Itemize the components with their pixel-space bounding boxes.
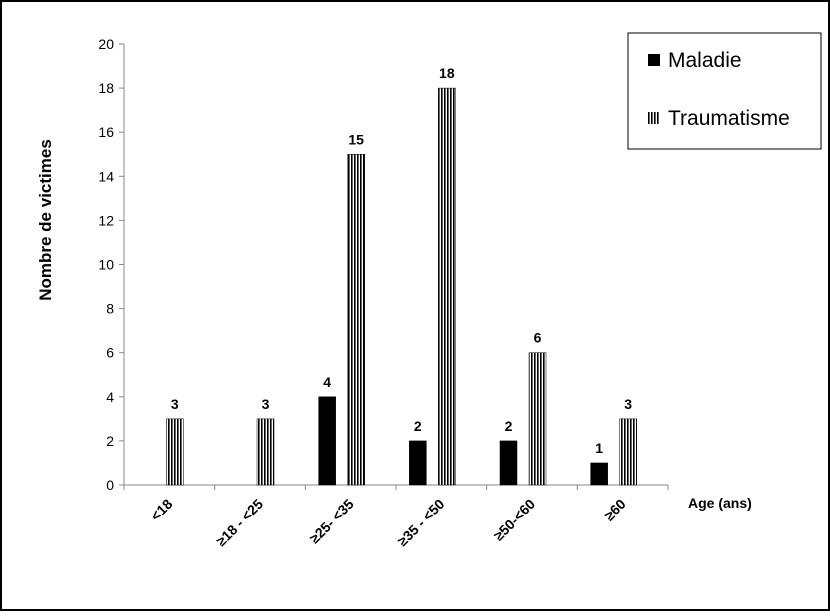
y-tick-label: 16 [98,124,114,140]
y-tick-label: 4 [106,389,114,405]
y-tick-label: 0 [106,477,114,493]
x-axis-label: Age (ans) [688,495,752,511]
data-label-traumatisme: 3 [171,396,179,412]
bar-maladie [500,441,517,485]
data-label-traumatisme: 3 [624,396,632,412]
legend: Maladie Traumatisme [628,33,821,149]
data-label-traumatisme: 15 [348,131,364,147]
bar-traumatisme [166,419,183,485]
data-label-traumatisme: 3 [262,396,270,412]
legend-swatch-maladie [648,54,660,66]
y-tick-label: 2 [106,433,114,449]
data-label-maladie: 4 [323,374,331,390]
bar-traumatisme [529,353,546,485]
legend-label-maladie: Maladie [668,49,742,72]
bar-maladie [319,397,336,485]
y-axis-label: Nombre de victimes [36,139,55,301]
bar-traumatisme [438,88,455,485]
y-tick-label: 14 [98,168,114,184]
y-tick-label: 18 [98,80,114,96]
y-tick-label: 10 [98,257,114,273]
data-label-maladie: 1 [595,440,603,456]
data-label-maladie: 2 [505,418,513,434]
bar-maladie [591,463,608,485]
bar-traumatisme [620,419,637,485]
bar-traumatisme [257,419,274,485]
data-label-traumatisme: 18 [439,65,455,81]
y-tick-label: 6 [106,345,114,361]
y-tick-label: 8 [106,301,114,317]
data-label-traumatisme: 6 [534,330,542,346]
legend-label-traumatisme: Traumatisme [668,107,790,130]
bar-maladie [409,441,426,485]
legend-swatch-traumatisme [648,112,660,124]
data-label-maladie: 2 [414,418,422,434]
y-tick-label: 12 [98,212,114,228]
y-tick-label: 20 [98,36,114,52]
bar-traumatisme [348,154,365,485]
